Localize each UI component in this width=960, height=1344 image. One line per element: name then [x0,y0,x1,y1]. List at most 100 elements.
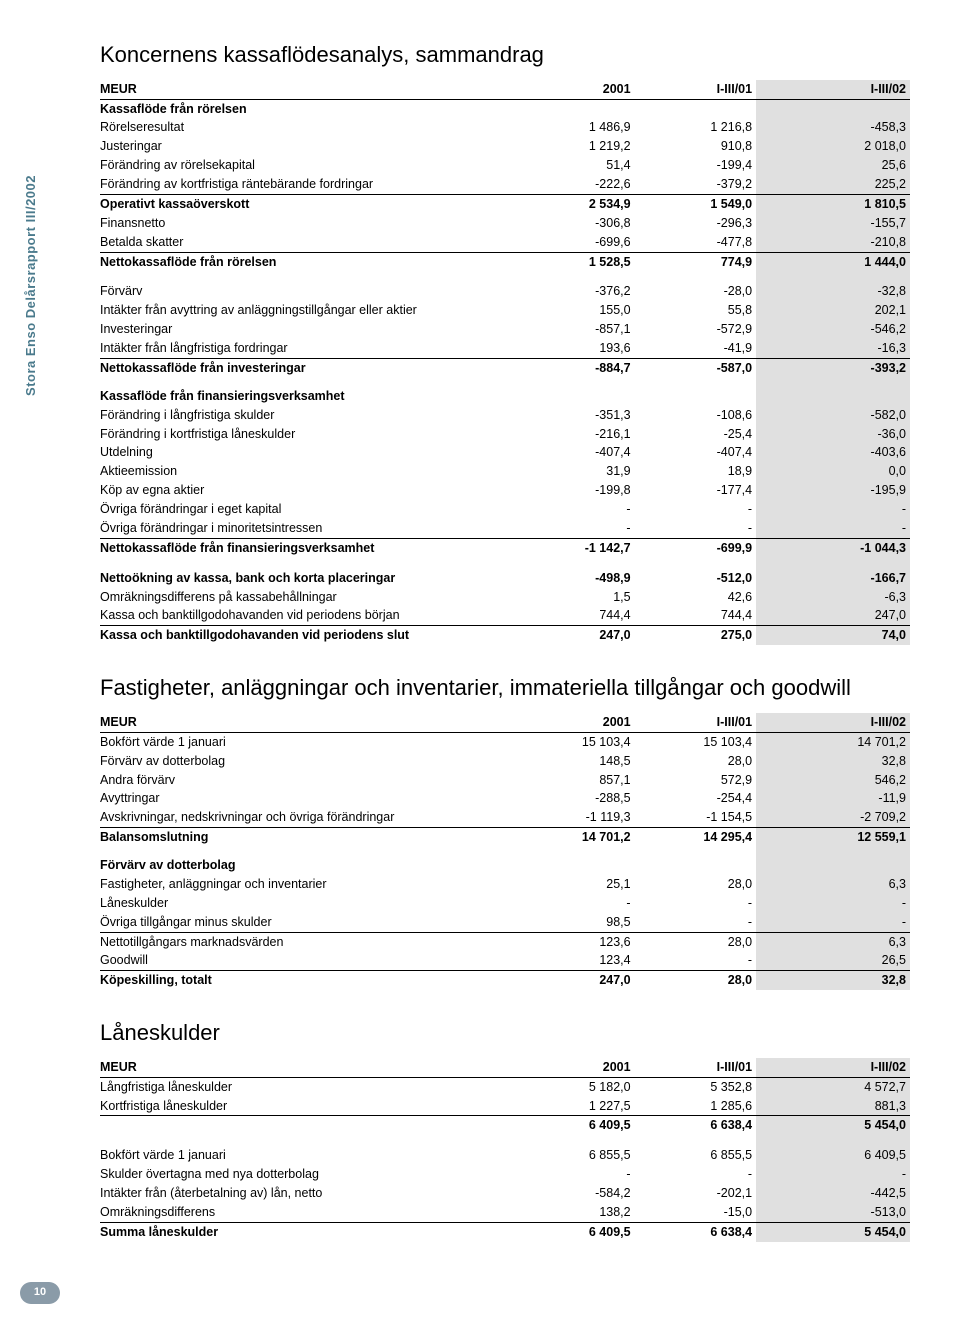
cash-end-period: Kassa och banktillgodohavanden vid perio… [100,626,910,645]
table-row: Goodwill123,4-26,5 [100,951,910,970]
cell: -403,6 [756,443,910,462]
hdr: 2001 [513,713,635,732]
table-row: Intäkter från långfristiga fordringar193… [100,339,910,358]
cell: 881,3 [756,1097,910,1116]
cell: 5 182,0 [513,1077,635,1096]
cell: Köpeskilling, totalt [100,971,513,990]
cell: -2 709,2 [756,808,910,827]
cell: -199,4 [635,156,757,175]
table-row: Förändring i kortfristiga låneskulder-21… [100,425,910,444]
cell: -216,1 [513,425,635,444]
cell: 25,1 [513,875,635,894]
cell: - [513,500,635,519]
cell: 247,0 [513,626,635,645]
table-row: Utdelning-407,4-407,4-403,6 [100,443,910,462]
cell: -393,2 [756,358,910,377]
cell: 910,8 [635,137,757,156]
cell: 744,4 [635,606,757,625]
cell: 247,0 [513,971,635,990]
cell: Betalda skatter [100,233,513,252]
cell: -699,9 [635,538,757,557]
table-row: Nettoökning av kassa, bank och korta pla… [100,569,910,588]
table-row: Fastigheter, anläggningar och inventarie… [100,875,910,894]
section2-title: Fastigheter, anläggningar och inventarie… [100,673,910,703]
cell: -546,2 [756,320,910,339]
cell: Justeringar [100,137,513,156]
cell: -166,7 [756,569,910,588]
cell: 123,4 [513,951,635,970]
cell: -41,9 [635,339,757,358]
cell: -376,2 [513,282,635,301]
cell: 28,0 [635,971,757,990]
cell: Goodwill [100,951,513,970]
cell: 6,3 [756,932,910,951]
hdr: MEUR [100,1058,513,1077]
table-header-row: MEUR 2001 I-III/01 I-III/02 [100,713,910,732]
cell: - [635,500,757,519]
cell: Nettokassaflöde från investeringar [100,358,513,377]
cell: -407,4 [635,443,757,462]
cell: -202,1 [635,1184,757,1203]
cell: 2 018,0 [756,137,910,156]
table-row: Bokfört värde 1 januari15 103,415 103,41… [100,732,910,751]
cell: Skulder övertagna med nya dotterbolag [100,1165,513,1184]
cell: 123,6 [513,932,635,951]
cell: 55,8 [635,301,757,320]
cell: 6 409,5 [513,1116,635,1135]
table-header-row: MEUR 2001 I-III/01 I-III/02 [100,1058,910,1077]
cell: Övriga förändringar i eget kapital [100,500,513,519]
cell: 15 103,4 [513,732,635,751]
group-header: Förvärv av dotterbolag [100,847,910,875]
cell: -407,4 [513,443,635,462]
cell: - [635,1165,757,1184]
cell: 32,8 [756,971,910,990]
group-header: Kassaflöde från finansieringsverksamhet [100,378,910,406]
cell: -587,0 [635,358,757,377]
balance-total: Balansomslutning14 701,214 295,412 559,1 [100,828,910,847]
net-assets-market: Nettotillgångars marknadsvärden123,628,0… [100,932,910,951]
cell: 744,4 [513,606,635,625]
cell: - [635,913,757,932]
cell: -584,2 [513,1184,635,1203]
cell: 31,9 [513,462,635,481]
cell: 275,0 [635,626,757,645]
cell: -857,1 [513,320,635,339]
debt-subtotal: 6 409,56 638,45 454,0 [100,1116,910,1135]
cell: Förändring i kortfristiga låneskulder [100,425,513,444]
cashflow-operations-header: Kassaflöde från rörelsen [100,99,513,118]
cell: Avskrivningar, nedskrivningar och övriga… [100,808,513,827]
cell: Kassa och banktillgodohavanden vid perio… [100,626,513,645]
cell: Låneskulder [100,894,513,913]
rows-block: Långfristiga låneskulder5 182,05 352,84 … [100,1077,910,1116]
cell: -28,0 [635,282,757,301]
cell: 857,1 [513,771,635,790]
cell: 1 227,5 [513,1097,635,1116]
table-row: Betalda skatter-699,6-477,8-210,8 [100,233,910,252]
cell: 193,6 [513,339,635,358]
cell: -513,0 [756,1203,910,1222]
operating-surplus-row: Operativt kassaöverskott2 534,91 549,01 … [100,194,910,213]
rows-block: Nettoökning av kassa, bank och korta pla… [100,569,910,626]
cell: 1 528,5 [513,252,635,271]
cell: -288,5 [513,789,635,808]
cell: -1 044,3 [756,538,910,557]
cell: Investeringar [100,320,513,339]
cell: -442,5 [756,1184,910,1203]
cell: 1 444,0 [756,252,910,271]
cell: -699,6 [513,233,635,252]
cell: 138,2 [513,1203,635,1222]
cell: Nettokassaflöde från rörelsen [100,252,513,271]
net-cashflow-invest: Nettokassaflöde från investeringar-884,7… [100,358,910,377]
cell: 74,0 [756,626,910,645]
hdr: MEUR [100,713,513,732]
cell: Aktieemission [100,462,513,481]
cell: Kortfristiga låneskulder [100,1097,513,1116]
cell: - [635,894,757,913]
cell: 1,5 [513,588,635,607]
table-row: Andra förvärv857,1572,9546,2 [100,771,910,790]
cell: 6 409,5 [513,1222,635,1241]
cell: -1 119,3 [513,808,635,827]
cell: -296,3 [635,214,757,233]
cell: Bokfört värde 1 januari [100,1146,513,1165]
cell: -15,0 [635,1203,757,1222]
